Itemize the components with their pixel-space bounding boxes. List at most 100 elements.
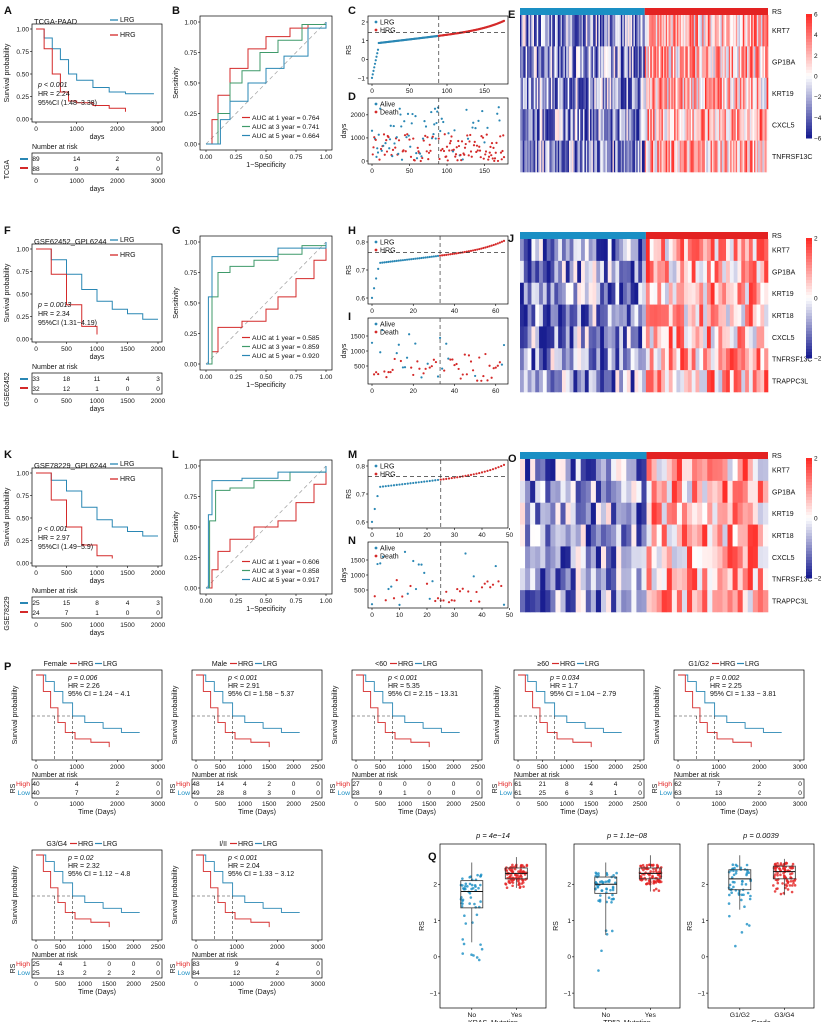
heat-cell — [620, 109, 623, 141]
heat-cell — [645, 239, 651, 262]
heat-cell — [539, 46, 542, 79]
heat-cell — [729, 304, 734, 327]
heat-cell — [534, 77, 536, 110]
heat-cell — [619, 15, 622, 47]
heat-cell — [626, 524, 632, 547]
heat-cell — [626, 239, 631, 262]
surv-point — [425, 582, 429, 585]
heat-cell — [627, 77, 630, 110]
heat-cell — [557, 46, 560, 79]
heat-cell — [707, 568, 713, 591]
heat-cell — [645, 304, 651, 327]
rs-point — [463, 250, 466, 254]
heat-cell — [733, 348, 738, 371]
heat-cell — [612, 109, 615, 141]
xtick-label: 2000 — [286, 764, 301, 771]
heat-cell — [521, 46, 524, 79]
heat-cell — [755, 46, 758, 79]
xtick-label: 40 — [478, 532, 486, 539]
rs-point — [406, 482, 409, 485]
box-point — [730, 891, 733, 895]
xtick-label: 0 — [194, 944, 198, 951]
heat-cell — [696, 109, 699, 141]
risk-high-count: 7 — [717, 781, 721, 788]
scale-cell — [806, 17, 812, 21]
heat-cell — [600, 502, 607, 525]
heat-cell — [712, 590, 718, 613]
surv-point — [445, 145, 449, 148]
heat-cell — [621, 524, 627, 547]
box-point — [468, 882, 472, 886]
heat-cell — [576, 15, 578, 47]
heat-cell — [753, 109, 756, 141]
heat-cell — [752, 282, 757, 305]
risk-low-count: 1 — [614, 790, 618, 797]
y-axis-label: RS — [346, 489, 353, 499]
risk-low-count: 2 — [116, 790, 120, 797]
surv-point — [502, 343, 506, 347]
heat-cell — [688, 109, 690, 141]
heat-cell — [745, 15, 748, 47]
scale-cell — [806, 515, 812, 519]
heat-cell — [620, 77, 623, 110]
heat-cell — [745, 109, 748, 141]
heat-cell — [664, 239, 670, 262]
risk-xtick-label: 2000 — [752, 801, 767, 808]
heat-cell — [602, 46, 605, 79]
heat-cell — [752, 348, 757, 371]
heat-cell — [600, 459, 607, 482]
category-label: Yes — [645, 1012, 657, 1019]
heat-cell — [657, 348, 662, 371]
heat-cell — [651, 15, 654, 47]
heat-cell — [674, 109, 676, 141]
heat-cell — [674, 77, 676, 110]
heat-cell — [683, 46, 686, 79]
surv-point — [482, 374, 485, 378]
heat-cell — [748, 239, 754, 262]
heat-cell — [580, 568, 587, 591]
surv-point — [495, 141, 498, 144]
heat-cell — [766, 77, 769, 110]
heat-cell — [595, 480, 602, 504]
heat-cell — [704, 46, 707, 79]
surv-point — [410, 366, 413, 369]
scale-cell — [806, 575, 812, 579]
rs-point — [399, 259, 402, 262]
rs-point — [445, 253, 448, 256]
surv-point — [461, 373, 464, 376]
heat-cell — [557, 15, 560, 47]
p-value: p < 0.001 — [37, 82, 67, 89]
heat-cell — [687, 260, 692, 284]
p-value: p < 0.001 — [227, 855, 257, 862]
ytick-label: 1.00 — [16, 26, 29, 33]
heat-cell — [632, 15, 634, 47]
heat-cell — [661, 15, 664, 47]
surv-point — [415, 157, 419, 160]
heat-cell — [520, 239, 525, 262]
surv-point — [501, 149, 504, 153]
heat-cell — [721, 77, 724, 110]
surv-point — [464, 142, 467, 146]
heat-cell — [575, 568, 582, 591]
box-point — [727, 902, 731, 905]
heat-cell — [559, 46, 561, 79]
heat-cell — [758, 140, 760, 173]
heat-cell — [676, 77, 679, 110]
heat-cell — [559, 15, 561, 47]
roc-curve-3 — [206, 22, 327, 145]
surv-point — [440, 117, 443, 120]
heat-cell — [688, 46, 690, 79]
scale-cell — [806, 286, 812, 290]
legend-lrg: LRG — [745, 661, 759, 668]
risk-high-count: 0 — [427, 781, 431, 788]
risk-high-label: High — [336, 781, 350, 788]
heat-cell — [689, 140, 692, 173]
xtick-label: 0 — [516, 764, 520, 771]
heat-cell — [762, 15, 765, 47]
heat-cell — [608, 46, 610, 79]
heat-cell — [717, 590, 723, 613]
heat-cell — [569, 109, 571, 141]
rs-point — [469, 249, 473, 252]
heat-cell — [662, 109, 665, 141]
xtick-label: 20 — [410, 388, 418, 395]
